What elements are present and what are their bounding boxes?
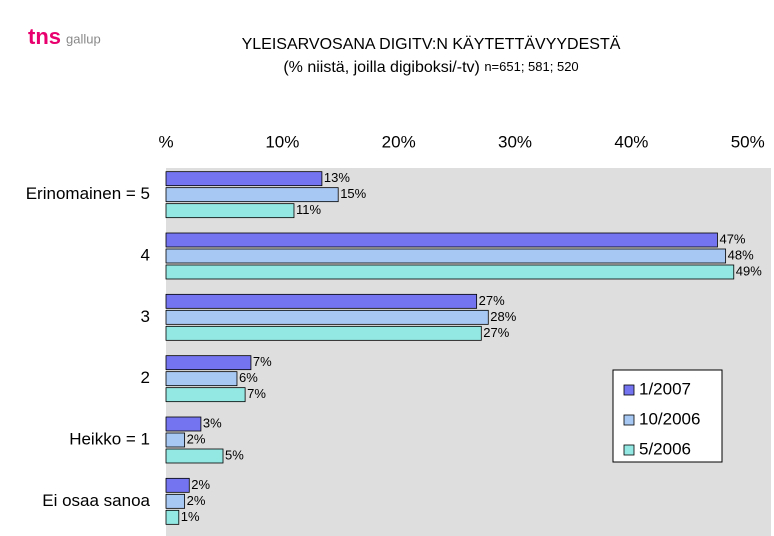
legend-label: 5/2006 [639,439,691,458]
value-label: 2% [187,493,206,508]
legend-swatch [623,384,635,396]
value-label: 6% [239,370,258,385]
bar [165,187,339,203]
value-label: 48% [728,247,754,262]
bar [165,493,186,509]
subtitle: (% niistä, joilla digiboksi/-tv) [283,59,480,76]
bar [165,477,190,493]
y-tick-label: Erinomainen = 5 [26,184,150,203]
legend-swatch [623,414,635,426]
x-tick-label: % [158,132,173,151]
value-label: 7% [253,354,272,369]
value-label: 49% [736,263,762,278]
y-tick-label: Ei osaa sanoa [42,491,150,510]
legend-label: 10/2006 [639,409,700,428]
value-label: 2% [187,431,206,446]
legend-label: 1/2007 [639,379,691,398]
bar [165,355,252,371]
bar [165,432,186,448]
bar [165,448,224,464]
chart-title: YLEISARVOSANA DIGITV:N KÄYTETTÄVYYDESTÄ [242,35,621,53]
bar [165,309,489,325]
bar [165,203,295,219]
bar [165,293,478,309]
x-tick-label: 20% [382,132,416,151]
bar [165,371,238,387]
logo-brand: tns [28,24,61,49]
value-label: 11% [296,202,321,217]
value-label: 2% [191,477,210,492]
value-label: 27% [479,293,505,308]
x-tick-label: 40% [614,132,648,151]
bar [165,171,323,187]
bar [165,387,246,403]
x-tick-label: 30% [498,132,532,151]
value-label: 47% [719,231,745,246]
bar [165,509,180,525]
plot-area [166,168,771,536]
y-tick-label: Heikko = 1 [69,429,150,448]
bar [165,325,482,341]
x-tick-label: 50% [731,132,765,151]
value-label: 28% [490,309,516,324]
value-label: 27% [483,325,509,340]
value-label: 7% [247,386,266,401]
bar [165,232,718,248]
value-label: 5% [225,447,244,462]
chart-subtitle: (% niistä, joilla digiboksi/-tv) n=651; … [283,59,578,76]
value-label: 1% [181,509,200,524]
legend-swatch [623,444,635,456]
value-label: 3% [203,415,222,430]
logo-sub: gallup [66,31,101,46]
x-tick-label: 10% [265,132,299,151]
bar [165,248,727,264]
y-tick-label: 3 [141,307,150,326]
value-label: 15% [340,186,366,201]
note: n=651; 581; 520 [484,59,578,74]
y-tick-label: 2 [141,368,150,387]
bar [165,264,735,280]
bar [165,416,202,432]
y-tick-label: 4 [141,245,150,264]
value-label: 13% [324,170,350,185]
